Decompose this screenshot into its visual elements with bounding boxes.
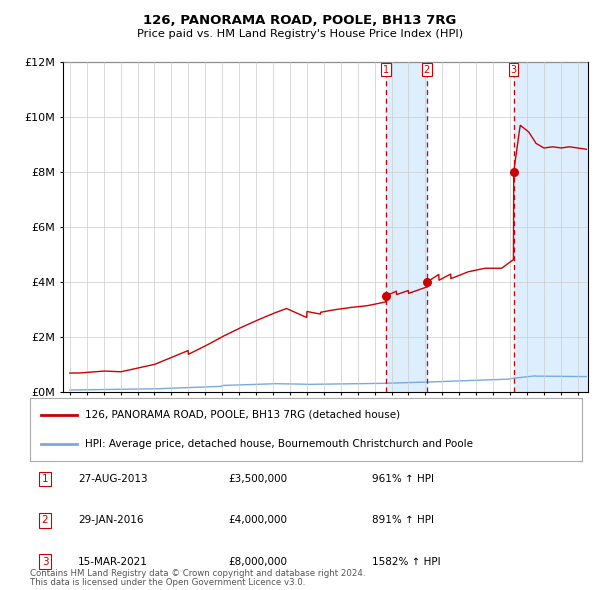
Text: 15-MAR-2021: 15-MAR-2021 (78, 557, 148, 566)
Text: 1582% ↑ HPI: 1582% ↑ HPI (372, 557, 440, 566)
Bar (514, 62, 588, 392)
Text: This data is licensed under the Open Government Licence v3.0.: This data is licensed under the Open Gov… (30, 578, 305, 587)
Text: 126, PANORAMA ROAD, POOLE, BH13 7RG: 126, PANORAMA ROAD, POOLE, BH13 7RG (143, 14, 457, 27)
Text: 3: 3 (41, 557, 49, 566)
Text: Contains HM Land Registry data © Crown copyright and database right 2024.: Contains HM Land Registry data © Crown c… (30, 569, 365, 578)
Text: 126, PANORAMA ROAD, POOLE, BH13 7RG (detached house): 126, PANORAMA ROAD, POOLE, BH13 7RG (det… (85, 410, 400, 420)
Text: 1: 1 (383, 64, 389, 74)
Text: £4,000,000: £4,000,000 (228, 516, 287, 525)
Text: 29-JAN-2016: 29-JAN-2016 (78, 516, 143, 525)
Text: Price paid vs. HM Land Registry's House Price Index (HPI): Price paid vs. HM Land Registry's House … (137, 30, 463, 39)
Bar (386, 62, 427, 392)
Text: HPI: Average price, detached house, Bournemouth Christchurch and Poole: HPI: Average price, detached house, Bour… (85, 438, 473, 448)
Text: 961% ↑ HPI: 961% ↑ HPI (372, 474, 434, 484)
Text: 3: 3 (511, 64, 517, 74)
Text: 2: 2 (424, 64, 430, 74)
Text: 2: 2 (41, 516, 49, 525)
Text: £3,500,000: £3,500,000 (228, 474, 287, 484)
Text: 27-AUG-2013: 27-AUG-2013 (78, 474, 148, 484)
Text: £8,000,000: £8,000,000 (228, 557, 287, 566)
Text: 891% ↑ HPI: 891% ↑ HPI (372, 516, 434, 525)
Text: 1: 1 (41, 474, 49, 484)
